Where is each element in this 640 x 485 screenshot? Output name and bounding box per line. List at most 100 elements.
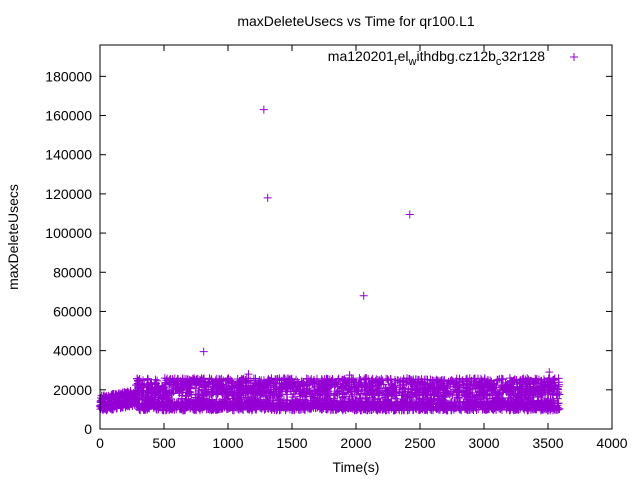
data-point <box>345 394 354 403</box>
data-point <box>137 390 146 399</box>
data-point <box>427 396 436 405</box>
data-point <box>405 403 414 412</box>
data-point <box>518 391 527 400</box>
data-point <box>473 374 482 383</box>
data-point <box>548 389 557 398</box>
data-point <box>167 404 176 413</box>
x-tick-label: 4000 <box>596 435 627 451</box>
data-point <box>378 401 387 410</box>
data-point <box>214 380 223 389</box>
data-point <box>407 402 416 411</box>
data-point <box>257 404 266 413</box>
x-tick-label: 2000 <box>340 435 371 451</box>
data-point <box>489 404 498 413</box>
data-point <box>312 397 321 406</box>
data-point <box>519 374 528 383</box>
data-point <box>217 404 226 413</box>
data-point <box>247 406 256 415</box>
data-point <box>135 403 144 412</box>
data-point <box>259 379 268 388</box>
data-point <box>163 390 172 399</box>
data-point <box>315 391 324 400</box>
data-point <box>281 379 290 388</box>
data-point <box>514 405 523 414</box>
data-point <box>438 385 447 394</box>
data-point <box>287 378 296 387</box>
data-point <box>157 381 166 390</box>
data-point <box>414 377 423 386</box>
data-point <box>320 387 329 396</box>
data-point <box>531 383 540 392</box>
y-tick-label: 140000 <box>45 147 92 163</box>
data-point <box>219 376 228 385</box>
data-point <box>315 381 324 390</box>
data-point <box>226 403 235 412</box>
data-point-outlier <box>359 291 368 300</box>
data-point <box>219 385 228 394</box>
data-point <box>318 404 327 413</box>
legend-marker <box>570 53 578 61</box>
data-point <box>234 383 243 392</box>
data-point <box>332 378 341 387</box>
data-point <box>131 381 140 390</box>
data-point <box>337 384 346 393</box>
data-point <box>450 398 459 407</box>
data-point <box>420 403 429 412</box>
data-point <box>509 383 518 392</box>
data-point <box>191 393 200 402</box>
data-point <box>255 381 264 390</box>
data-point <box>183 385 192 394</box>
y-tick-label: 0 <box>84 421 92 437</box>
legend-label: ma120201relwithdbg.cz12bc32r128 <box>328 48 545 68</box>
data-point <box>283 374 292 383</box>
data-point <box>173 376 182 385</box>
data-point <box>283 395 292 404</box>
data-point <box>278 384 287 393</box>
data-point <box>102 406 111 415</box>
data-point <box>554 399 563 408</box>
data-point <box>454 393 463 402</box>
data-point <box>541 382 550 391</box>
data-point <box>110 403 119 412</box>
data-point <box>279 380 288 389</box>
data-point <box>344 376 353 385</box>
data-point <box>339 375 348 384</box>
data-point <box>446 378 455 387</box>
data-point <box>451 399 460 408</box>
data-point <box>429 382 438 391</box>
data-point <box>155 399 164 408</box>
y-tick-label: 160000 <box>45 108 92 124</box>
data-point <box>238 378 247 387</box>
data-point <box>154 393 163 402</box>
data-point <box>415 395 424 404</box>
data-point <box>300 387 309 396</box>
data-point <box>321 385 330 394</box>
data-point <box>287 406 296 415</box>
data-point <box>196 376 205 385</box>
data-point <box>213 403 222 412</box>
data-point <box>173 402 182 411</box>
data-point <box>461 400 470 409</box>
data-point <box>167 394 176 403</box>
data-point <box>175 387 184 396</box>
data-point <box>226 376 235 385</box>
data-point <box>443 401 452 410</box>
data-point <box>284 383 293 392</box>
data-point <box>366 400 375 409</box>
data-point <box>470 381 479 390</box>
data-point <box>447 389 456 398</box>
data-point <box>130 397 139 406</box>
data-point <box>434 405 443 414</box>
data-point <box>207 400 216 409</box>
data-point <box>293 397 302 406</box>
data-point <box>497 374 506 383</box>
data-point <box>548 379 557 388</box>
data-point <box>250 384 259 393</box>
data-point <box>194 390 203 399</box>
data-point <box>332 389 341 398</box>
data-point <box>225 403 234 412</box>
data-point <box>537 396 546 405</box>
data-point <box>380 393 389 402</box>
data-point <box>184 395 193 404</box>
data-point-outlier <box>405 210 414 219</box>
